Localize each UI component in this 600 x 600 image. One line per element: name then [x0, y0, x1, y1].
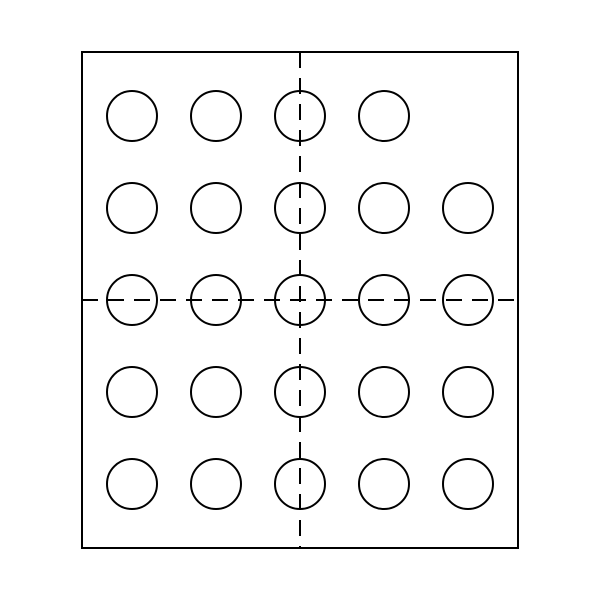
hole-circle	[191, 367, 241, 417]
hole-circle	[191, 183, 241, 233]
hole-circle	[107, 367, 157, 417]
hole-circle	[107, 183, 157, 233]
hole-circle	[191, 459, 241, 509]
hole-circle	[359, 367, 409, 417]
perforation-pattern-diagram	[0, 0, 600, 600]
hole-circle	[107, 91, 157, 141]
hole-circle	[443, 183, 493, 233]
hole-circle	[107, 459, 157, 509]
hole-circle	[443, 459, 493, 509]
hole-circle	[359, 183, 409, 233]
hole-circle	[443, 367, 493, 417]
hole-circle	[359, 459, 409, 509]
hole-circle	[191, 91, 241, 141]
hole-circle	[359, 91, 409, 141]
